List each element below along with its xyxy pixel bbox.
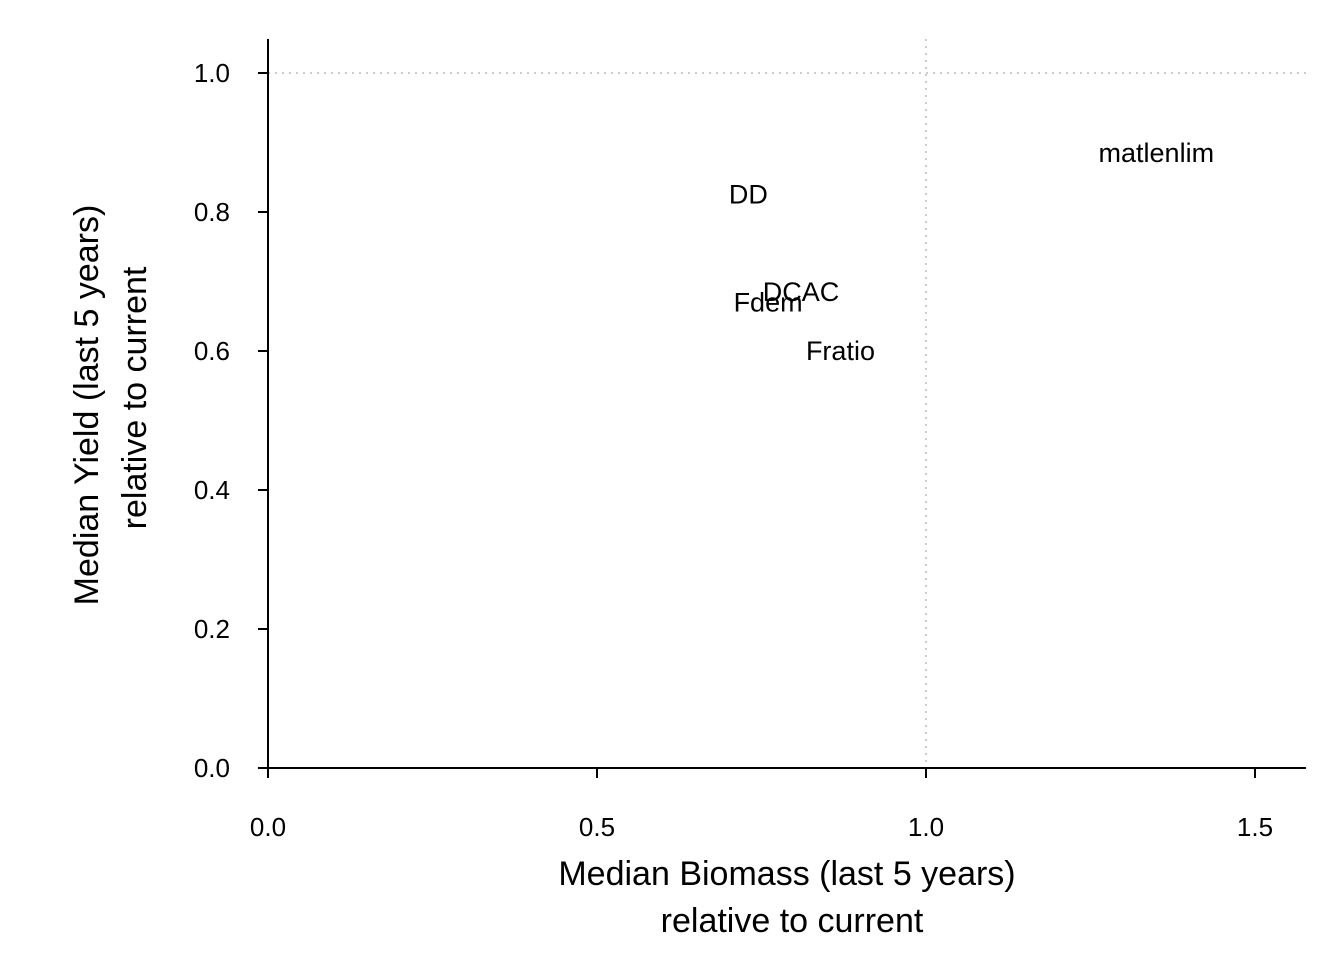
y-tick-label: 0.6 [194, 336, 230, 366]
x-tick-label: 0.0 [250, 812, 286, 842]
y-axis-ticks: 0.0 0.2 0.4 0.6 0.8 1.0 [194, 58, 268, 783]
point-label-fratio: Fratio [806, 336, 875, 366]
x-axis-title-line-1: Median Biomass (last 5 years) [558, 855, 1015, 893]
y-tick-label: 0.0 [194, 753, 230, 783]
y-tick-label: 0.8 [194, 197, 230, 227]
point-label-dcac: DCAC [763, 277, 840, 307]
point-label-dd: DD [729, 180, 768, 210]
x-tick-label: 1.0 [908, 812, 944, 842]
point-label-fdem: Fdem [734, 287, 803, 317]
x-tick-label: 1.5 [1237, 812, 1273, 842]
y-axis-title-line-2: relative to current [116, 266, 154, 529]
reference-lines [268, 39, 1306, 768]
x-tick-label: 0.5 [579, 812, 615, 842]
x-axis-ticks: 0.0 0.5 1.0 1.5 [250, 768, 1273, 842]
x-axis-title-line-2: relative to current [661, 902, 924, 940]
point-label-matlenlim: matlenlim [1099, 138, 1215, 168]
y-tick-label: 0.2 [194, 614, 230, 644]
axes [267, 39, 1306, 769]
y-tick-label: 1.0 [194, 58, 230, 88]
y-axis-title-line-1: Median Yield (last 5 years) [68, 205, 106, 606]
y-tick-label: 0.4 [194, 475, 230, 505]
